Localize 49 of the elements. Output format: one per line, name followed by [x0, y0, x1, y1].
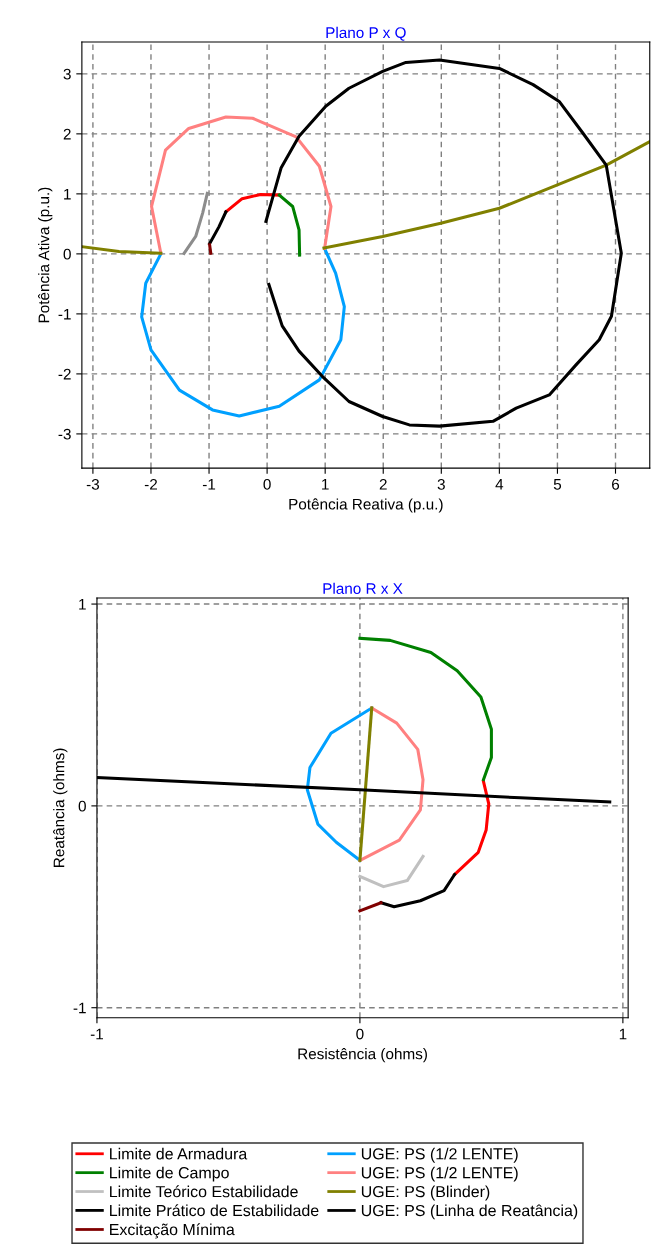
legend-label: Limite de Campo: [110, 1166, 229, 1182]
x-tick-label: 2: [379, 478, 387, 490]
y-tick-label: -2: [58, 368, 71, 380]
line-series: [277, 193, 302, 257]
x-tick-label: -1: [202, 479, 216, 490]
y-tick-label: 0: [63, 248, 71, 260]
y-tick-label: 1: [79, 599, 86, 610]
x-tick-label: 6: [612, 478, 620, 490]
chart-title: Plano R x X: [323, 582, 403, 594]
line-series: [358, 854, 425, 889]
y-tick-label: 3: [63, 68, 71, 80]
y-axis-title: Reatância (ohms): [53, 748, 68, 867]
y-axis-title: Potência Ativa (p.u.): [38, 187, 53, 323]
x-tick-label: 1: [619, 1028, 627, 1040]
y-tick-label: -1: [73, 1002, 86, 1014]
legend-label: UGE: PS (1/2 LENTE): [361, 1166, 518, 1182]
x-tick-label: 3: [437, 478, 445, 490]
y-tick-label: -3: [58, 428, 71, 440]
line-series: [305, 706, 374, 862]
x-tick-label: -3: [86, 478, 100, 490]
x-axis-title: Resistência (ohms): [298, 1048, 427, 1063]
line-series: [358, 706, 425, 862]
x-tick-label: 1: [322, 479, 329, 490]
line-series: [264, 58, 623, 428]
x-tick-label: -2: [144, 478, 157, 490]
x-tick-label: 0: [356, 1028, 364, 1040]
legend-label: UGE: PS (1/2 LENTE): [361, 1147, 518, 1163]
x-axis-title: Potência Reativa (p.u.): [289, 498, 443, 513]
x-tick-label: 4: [495, 479, 504, 490]
x-tick-label: 5: [553, 479, 562, 490]
legend-label: Limite de Armadura: [110, 1147, 248, 1160]
y-tick-label: -1: [58, 308, 71, 320]
chart-title: Plano P x Q: [326, 26, 406, 41]
line-series: [140, 246, 346, 418]
y-tick-label: 1: [64, 188, 71, 200]
legend-label: Excitação Mínima: [110, 1223, 235, 1239]
x-tick-label: 0: [263, 478, 271, 490]
x-tick-label: -1: [90, 1028, 103, 1040]
line-series: [150, 115, 333, 255]
line-series: [379, 872, 457, 909]
line-series: [224, 192, 281, 214]
y-tick-label: 2: [63, 128, 71, 140]
line-series: [453, 780, 491, 877]
legend-label: Limite Teórico Estabilidade: [110, 1185, 298, 1198]
line-series: [358, 636, 493, 782]
legend-label: UGE: PS (Blinder): [361, 1185, 490, 1201]
y-tick-label: 0: [78, 800, 86, 812]
legend-label: UGE: PS (Linha de Reatância): [361, 1204, 578, 1220]
legend-label: Limite Prático de Estabilidade: [110, 1204, 319, 1217]
